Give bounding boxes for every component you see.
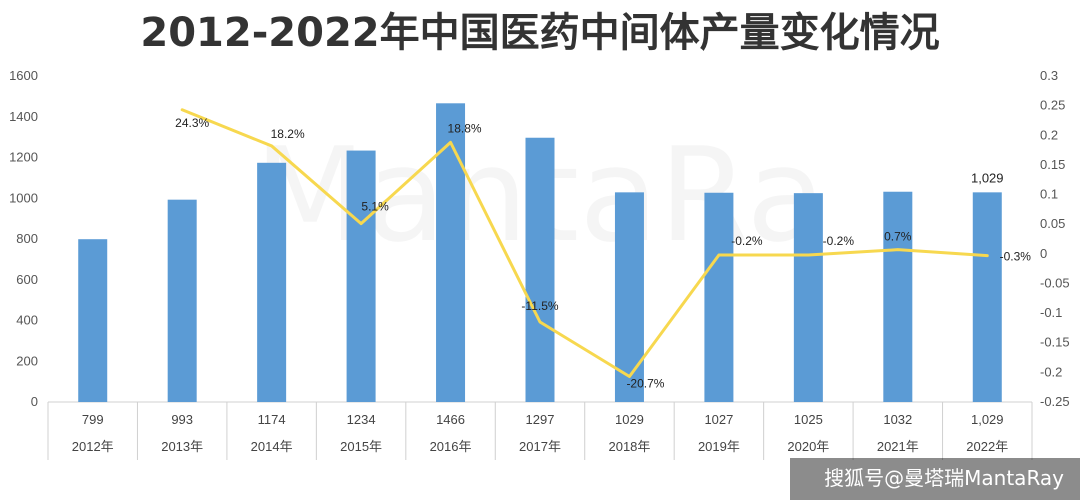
x-axis-category-label: 2020年: [787, 439, 829, 454]
right-axis-tick-label: 0.25: [1040, 98, 1065, 113]
growth-data-label: -0.2%: [823, 234, 855, 248]
bar: [704, 192, 734, 402]
right-axis-tick-label: 0.05: [1040, 216, 1065, 231]
bar: [257, 162, 287, 402]
right-axis-tick-label: 0.2: [1040, 127, 1058, 142]
axes: 0 200 400 600 800 1000 1200 1400 1600 -0.25 -0.2 -0…: [9, 68, 1070, 409]
source-backdrop: [790, 458, 1080, 500]
growth-data-label: 5.1%: [361, 200, 389, 214]
growth-data-label: 24.3%: [175, 116, 209, 130]
growth-data-label: 0.7%: [884, 230, 912, 244]
growth-line: [180, 108, 989, 379]
x-axis-category-label: 2016年: [430, 439, 472, 454]
growth-data-label: -11.5%: [521, 299, 558, 313]
table-value: 1025: [794, 412, 823, 427]
left-axis-tick-label: 600: [16, 272, 38, 287]
table-value: 1297: [526, 412, 555, 427]
growth-data-label: -20.7%: [626, 377, 664, 391]
bar: [972, 192, 1002, 402]
bar-data-label: 1,029: [971, 170, 1004, 185]
bar: [167, 199, 197, 402]
bar: [525, 137, 555, 402]
table-value: 1029: [615, 412, 644, 427]
table-value: 993: [171, 412, 193, 427]
table-value: 1027: [704, 412, 733, 427]
left-axis-tick-label: 1600: [9, 68, 38, 83]
right-axis-tick-label: 0.1: [1040, 187, 1058, 202]
left-axis-tick-label: 1000: [9, 190, 38, 205]
chart-title: 2012-2022年中国医药中间体产量变化情况: [140, 10, 939, 56]
table-value: 1174: [258, 412, 286, 427]
source-overlay: 搜狐号@曼塔瑞MantaRay: [790, 458, 1080, 500]
right-axis-tick-label: 0.15: [1040, 157, 1065, 172]
bar: [883, 191, 913, 402]
right-axis-tick-label: 0.3: [1040, 68, 1058, 83]
table-value: 1,029: [971, 412, 1004, 427]
table-value: 799: [82, 412, 104, 427]
bar: [436, 103, 466, 403]
left-axis-tick-label: 0: [31, 394, 38, 409]
left-axis-tick-label: 1400: [9, 109, 38, 124]
table-value: 1032: [883, 412, 912, 427]
left-axis-tick-label: 1200: [9, 150, 38, 165]
right-axis-tick-label: -0.15: [1040, 335, 1070, 350]
x-axis-category-label: 2017年: [519, 439, 561, 454]
x-axis-category-label: 2013年: [161, 439, 203, 454]
table-value: 1466: [436, 412, 465, 427]
data-labels: 1,029 24.3% 18.2% 5.1% 18.8% -11.5% -20.7% -0.2…: [175, 116, 1031, 391]
right-axis-tick-label: -0.2: [1040, 364, 1062, 379]
x-axis-category-label: 2015年: [340, 439, 382, 454]
x-axis-category-label: 2014年: [251, 439, 293, 454]
growth-data-label: -0.2%: [731, 234, 763, 248]
growth-line-path: [180, 108, 989, 379]
x-axis-category-label: 2019年: [698, 439, 740, 454]
x-axis-category-label: 2021年: [877, 439, 919, 454]
category-table: 799 2012年 993 2013年 1174 2014年 1234 2015年 1466 20…: [47, 402, 1033, 460]
right-axis-tick-label: -0.05: [1040, 275, 1070, 290]
x-axis-category-label: 2022年: [966, 439, 1008, 454]
bar: [78, 239, 108, 402]
left-axis-tick-label: 800: [16, 231, 38, 246]
bar: [614, 192, 644, 402]
bars: [78, 103, 1002, 403]
right-axis-tick-label: -0.25: [1040, 394, 1070, 409]
left-axis-tick-label: 200: [16, 353, 38, 368]
growth-data-label: 18.8%: [448, 121, 482, 135]
table-value: 1234: [347, 412, 376, 427]
x-axis-category-label: 2012年: [72, 439, 114, 454]
right-axis-tick-label: -0.1: [1040, 305, 1062, 320]
bar: [793, 193, 823, 402]
growth-data-label: 18.2%: [271, 127, 305, 141]
x-axis-category-label: 2018年: [608, 439, 650, 454]
bar: [346, 150, 376, 402]
right-axis-tick-label: 0: [1040, 246, 1047, 261]
growth-data-label: -0.3%: [1000, 250, 1032, 264]
source-text: 搜狐号@曼塔瑞MantaRay: [824, 466, 1064, 490]
left-axis-tick-label: 400: [16, 313, 38, 328]
